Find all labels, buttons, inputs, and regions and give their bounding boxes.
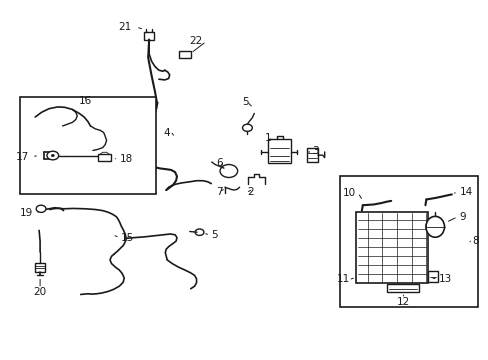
Circle shape <box>220 165 237 177</box>
Circle shape <box>47 151 59 160</box>
Bar <box>179 51 190 58</box>
Bar <box>427 271 437 282</box>
Bar <box>20 97 156 194</box>
Text: 5: 5 <box>241 96 248 107</box>
Ellipse shape <box>425 216 444 237</box>
Bar <box>339 176 477 307</box>
Bar <box>98 154 111 161</box>
Text: 22: 22 <box>189 36 203 46</box>
Text: 20: 20 <box>34 287 46 297</box>
Text: 5: 5 <box>211 230 218 240</box>
Bar <box>355 212 427 283</box>
Circle shape <box>242 124 252 131</box>
Text: 1: 1 <box>264 132 271 143</box>
Text: 11: 11 <box>336 274 349 284</box>
Bar <box>35 263 45 272</box>
Text: 13: 13 <box>438 274 451 284</box>
Text: 17: 17 <box>16 152 29 162</box>
Text: 15: 15 <box>121 233 134 243</box>
Bar <box>267 139 291 163</box>
Bar <box>306 148 317 162</box>
Circle shape <box>36 205 46 212</box>
Bar <box>144 32 154 40</box>
Text: 21: 21 <box>118 22 131 32</box>
Text: 18: 18 <box>120 154 133 164</box>
Circle shape <box>195 229 203 235</box>
Text: 9: 9 <box>459 212 466 222</box>
Text: 8: 8 <box>471 236 478 246</box>
Text: 4: 4 <box>163 128 170 138</box>
Text: 7: 7 <box>215 186 222 197</box>
Text: 19: 19 <box>20 208 33 218</box>
Text: 12: 12 <box>396 297 409 307</box>
Text: 10: 10 <box>342 188 355 198</box>
Circle shape <box>51 154 54 157</box>
Text: 14: 14 <box>459 186 472 197</box>
Ellipse shape <box>135 155 146 160</box>
Text: 16: 16 <box>79 96 92 106</box>
Bar <box>386 284 418 292</box>
Bar <box>457 239 467 250</box>
Text: 6: 6 <box>215 158 222 168</box>
Text: 3: 3 <box>311 146 318 156</box>
Text: 2: 2 <box>246 186 253 197</box>
